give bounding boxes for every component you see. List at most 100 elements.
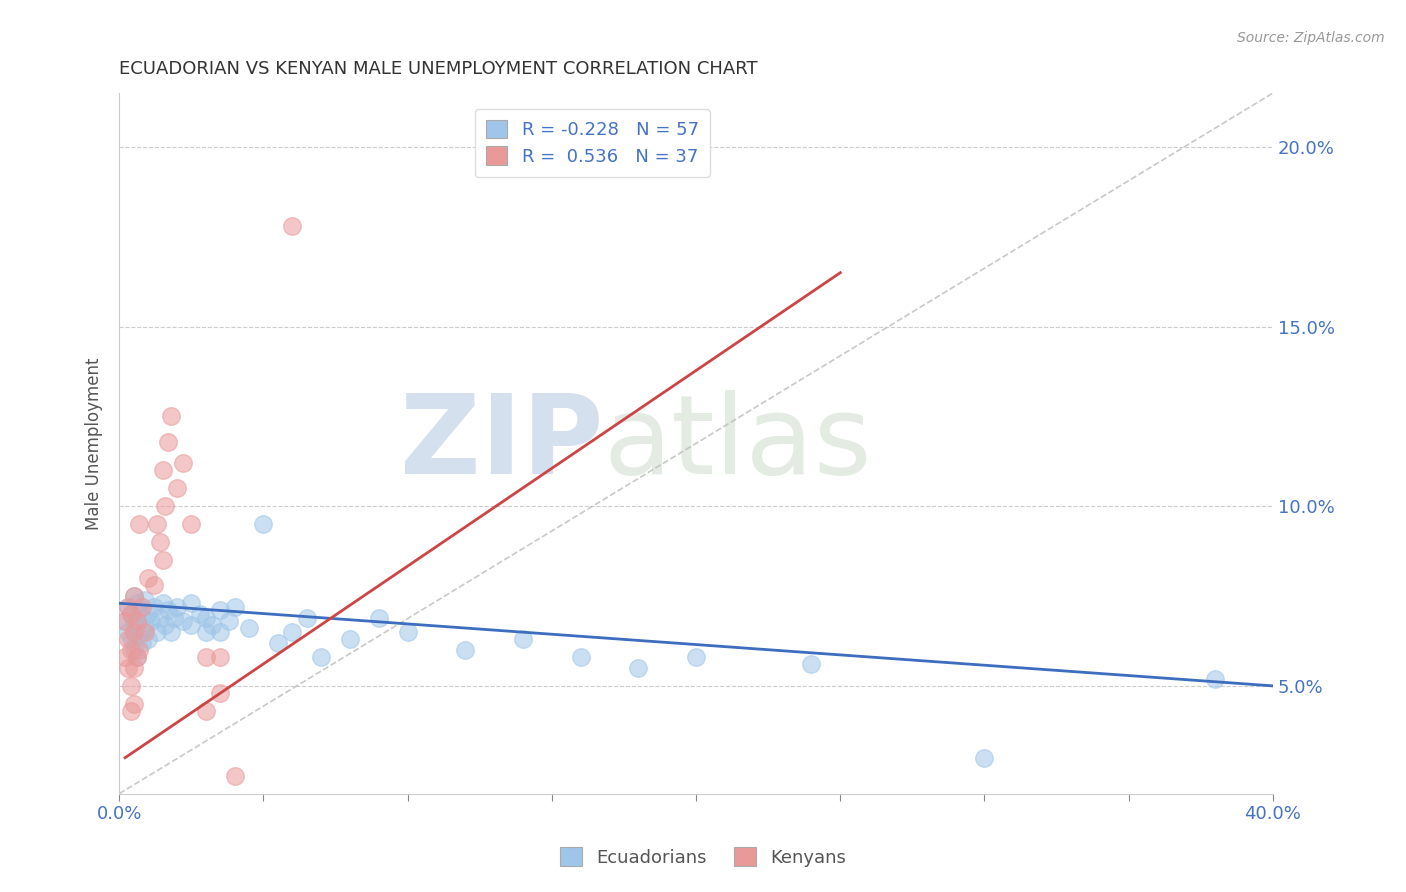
Point: [128, 643, 150, 657]
Point: [136, 607, 159, 621]
Point: [569, 650, 592, 665]
Point: [180, 517, 202, 532]
Point: [120, 607, 142, 621]
Point: [267, 636, 290, 650]
Point: [160, 625, 183, 640]
Y-axis label: Male Unemployment: Male Unemployment: [86, 357, 103, 530]
Point: [157, 434, 180, 449]
Point: [125, 614, 148, 628]
Point: [188, 607, 211, 621]
Point: [131, 599, 153, 614]
Point: [142, 599, 165, 614]
Point: [209, 603, 232, 617]
Point: [117, 599, 139, 614]
Point: [172, 456, 194, 470]
Point: [134, 592, 156, 607]
Point: [114, 614, 136, 628]
Point: [136, 571, 159, 585]
Point: [152, 553, 174, 567]
Point: [145, 625, 167, 640]
Point: [367, 610, 389, 624]
Point: [180, 596, 202, 610]
Point: [155, 500, 177, 514]
Point: [117, 625, 139, 640]
Point: [512, 632, 534, 647]
Point: [128, 603, 150, 617]
Point: [120, 643, 142, 657]
Point: [218, 614, 240, 628]
Point: [128, 629, 150, 643]
Point: [125, 650, 148, 665]
Text: ZIP: ZIP: [401, 390, 603, 497]
Point: [122, 589, 145, 603]
Point: [224, 599, 246, 614]
Point: [155, 617, 177, 632]
Point: [122, 661, 145, 675]
Text: ECUADORIAN VS KENYAN MALE UNEMPLOYMENT CORRELATION CHART: ECUADORIAN VS KENYAN MALE UNEMPLOYMENT C…: [120, 60, 758, 78]
Point: [120, 607, 142, 621]
Point: [180, 617, 202, 632]
Point: [139, 614, 162, 628]
Point: [122, 643, 145, 657]
Point: [120, 704, 142, 718]
Point: [117, 599, 139, 614]
Point: [114, 650, 136, 665]
Point: [295, 610, 318, 624]
Point: [209, 625, 232, 640]
Point: [134, 625, 156, 640]
Point: [194, 650, 217, 665]
Point: [973, 750, 995, 764]
Point: [238, 621, 260, 635]
Point: [172, 614, 194, 628]
Point: [1204, 672, 1226, 686]
Point: [281, 625, 304, 640]
Text: Source: ZipAtlas.com: Source: ZipAtlas.com: [1237, 31, 1385, 45]
Point: [281, 219, 304, 233]
Point: [117, 632, 139, 647]
Point: [194, 625, 217, 640]
Point: [200, 617, 222, 632]
Point: [396, 625, 419, 640]
Point: [134, 621, 156, 635]
Point: [152, 596, 174, 610]
Point: [454, 643, 477, 657]
Point: [194, 610, 217, 624]
Point: [122, 697, 145, 711]
Point: [627, 661, 650, 675]
Point: [339, 632, 361, 647]
Point: [117, 661, 139, 675]
Point: [131, 610, 153, 624]
Point: [145, 517, 167, 532]
Point: [157, 603, 180, 617]
Point: [125, 596, 148, 610]
Legend: Ecuadorians, Kenyans: Ecuadorians, Kenyans: [553, 840, 853, 874]
Point: [309, 650, 332, 665]
Point: [128, 517, 150, 532]
Point: [125, 650, 148, 665]
Point: [800, 657, 823, 672]
Point: [149, 535, 172, 549]
Point: [142, 578, 165, 592]
Point: [160, 409, 183, 424]
Point: [122, 625, 145, 640]
Point: [125, 617, 148, 632]
Point: [252, 517, 274, 532]
Point: [166, 599, 188, 614]
Point: [114, 614, 136, 628]
Point: [224, 769, 246, 783]
Legend: R = -0.228   N = 57, R =  0.536   N = 37: R = -0.228 N = 57, R = 0.536 N = 37: [475, 109, 710, 177]
Point: [136, 632, 159, 647]
Point: [122, 614, 145, 628]
Point: [120, 632, 142, 647]
Text: atlas: atlas: [603, 390, 872, 497]
Point: [120, 679, 142, 693]
Point: [152, 463, 174, 477]
Point: [209, 686, 232, 700]
Point: [209, 650, 232, 665]
Point: [149, 610, 172, 624]
Point: [131, 636, 153, 650]
Point: [194, 704, 217, 718]
Point: [685, 650, 707, 665]
Point: [163, 610, 186, 624]
Point: [166, 481, 188, 495]
